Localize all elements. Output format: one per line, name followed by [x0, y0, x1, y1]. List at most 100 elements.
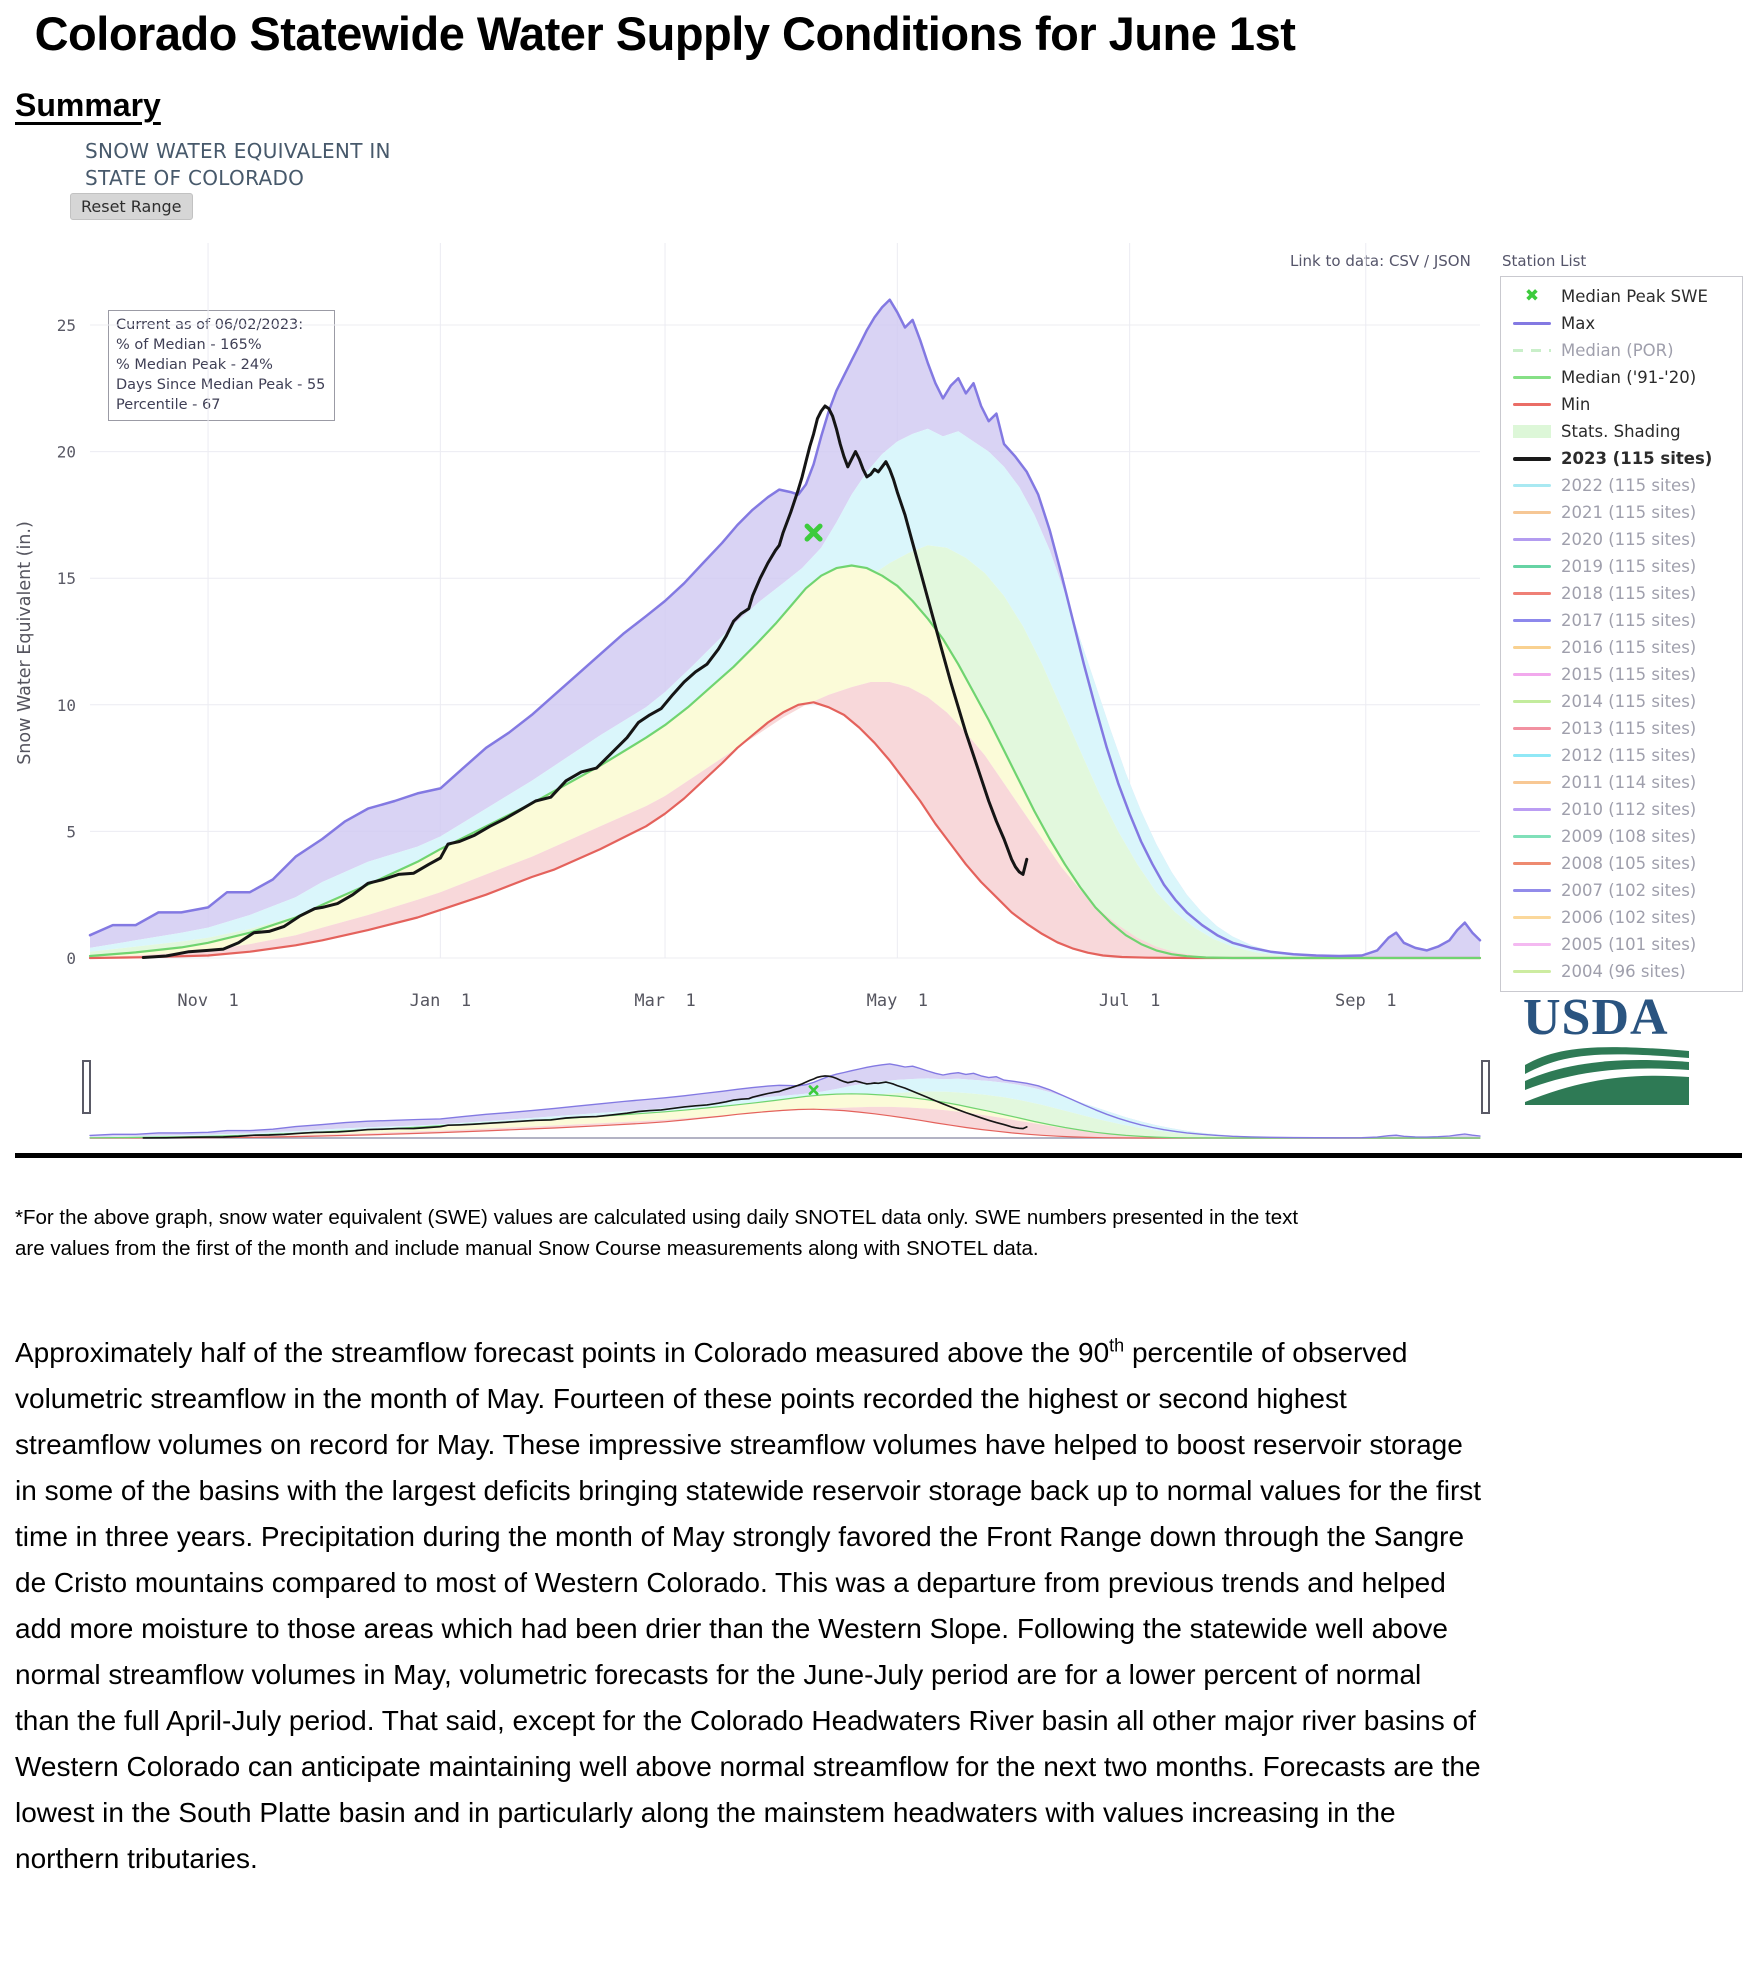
- svg-text:Nov 1: Nov 1: [177, 991, 238, 1011]
- legend-swatch-icon: [1511, 619, 1553, 622]
- navigator-left-handle[interactable]: [82, 1060, 91, 1114]
- x-marker-icon: ✖: [1524, 286, 1540, 306]
- legend-item-label: 2023 (115 sites): [1561, 449, 1713, 468]
- legend-item-label: Median ('91-'20): [1561, 368, 1697, 387]
- chart-footnote: *For the above graph, snow water equival…: [15, 1206, 1299, 1260]
- legend-item[interactable]: Median (POR): [1501, 337, 1742, 364]
- legend-item[interactable]: 2021 (115 sites): [1501, 499, 1742, 526]
- legend-item-label: Median (POR): [1561, 341, 1674, 360]
- legend-swatch-icon: [1511, 456, 1553, 461]
- ordinal-superscript: th: [1109, 1335, 1125, 1356]
- legend-item[interactable]: ✖ Median Peak SWE: [1501, 283, 1742, 310]
- usda-logo: USDA: [1523, 989, 1691, 1109]
- tooltip-line: % Median Peak - 24%: [116, 357, 273, 373]
- legend-item[interactable]: 2017 (115 sites): [1501, 607, 1742, 634]
- reset-range-button[interactable]: Reset Range: [70, 193, 193, 220]
- legend-item[interactable]: 2005 (101 sites): [1501, 931, 1742, 958]
- legend-item[interactable]: Max: [1501, 310, 1742, 337]
- tooltip-line: % of Median - 165%: [116, 337, 262, 353]
- legend-item[interactable]: 2008 (105 sites): [1501, 850, 1742, 877]
- section-divider: [15, 1153, 1742, 1158]
- svg-text:Mar 1: Mar 1: [634, 991, 695, 1011]
- legend-swatch-icon: [1511, 781, 1553, 784]
- legend-swatch-icon: [1511, 322, 1553, 325]
- legend-item-label: 2010 (112 sites): [1561, 800, 1697, 819]
- legend-item[interactable]: 2020 (115 sites): [1501, 526, 1742, 553]
- legend-item-label: 2013 (115 sites): [1561, 719, 1697, 738]
- link-separator: /: [1423, 252, 1430, 270]
- legend-item[interactable]: 2022 (115 sites): [1501, 472, 1742, 499]
- swe-main-plot[interactable]: 0 5 10 15 20 25 Nov 1 Jan 1 Mar 1 May 1 Jul 1 Sep 1…: [0, 213, 1500, 1023]
- legend-item[interactable]: Min: [1501, 391, 1742, 418]
- legend-item-label: 2012 (115 sites): [1561, 746, 1697, 765]
- legend-item[interactable]: 2015 (115 sites): [1501, 661, 1742, 688]
- legend-swatch-icon: [1511, 754, 1553, 757]
- svg-text:Snow Water Equivalent (in.): Snow Water Equivalent (in.): [15, 521, 35, 765]
- link-to-data: Link to data: CSV / JSON: [1290, 252, 1471, 270]
- range-navigator[interactable]: [0, 1028, 1500, 1153]
- usda-logo-text: USDA: [1523, 989, 1669, 1046]
- legend-swatch-icon: [1511, 889, 1553, 892]
- legend-swatch-icon: [1511, 943, 1553, 946]
- legend-item-label: Stats. Shading: [1561, 422, 1681, 441]
- legend-swatch-icon: [1511, 565, 1553, 568]
- tooltip-line: Percentile - 67: [116, 397, 221, 413]
- legend-item-label: 2007 (102 sites): [1561, 881, 1697, 900]
- legend-item-label: 2016 (115 sites): [1561, 638, 1697, 657]
- legend-swatch-icon: [1511, 349, 1553, 352]
- svg-text:Jul 1: Jul 1: [1099, 991, 1160, 1011]
- svg-text:May 1: May 1: [867, 991, 928, 1011]
- legend-item[interactable]: 2019 (115 sites): [1501, 553, 1742, 580]
- csv-link[interactable]: CSV: [1388, 252, 1420, 270]
- svg-text:0: 0: [66, 949, 76, 968]
- legend-item[interactable]: Stats. Shading: [1501, 418, 1742, 445]
- legend-item[interactable]: 2009 (108 sites): [1501, 823, 1742, 850]
- summary-paragraph: Approximately half of the streamflow for…: [15, 1330, 1483, 1882]
- svg-text:Jan 1: Jan 1: [410, 991, 471, 1011]
- json-link[interactable]: JSON: [1433, 252, 1471, 270]
- summary-heading: Summary: [15, 87, 161, 123]
- legend-item-label: 2011 (114 sites): [1561, 773, 1697, 792]
- legend-item[interactable]: 2014 (115 sites): [1501, 688, 1742, 715]
- legend-item[interactable]: 2007 (102 sites): [1501, 877, 1742, 904]
- legend-item[interactable]: 2023 (115 sites): [1501, 445, 1742, 472]
- legend-item[interactable]: 2010 (112 sites): [1501, 796, 1742, 823]
- summary-paragraph-part1: Approximately half of the streamflow for…: [15, 1337, 1110, 1368]
- legend-swatch-icon: [1511, 484, 1553, 487]
- legend-item-label: 2022 (115 sites): [1561, 476, 1697, 495]
- legend-item-label: 2020 (115 sites): [1561, 530, 1697, 549]
- legend-item[interactable]: 2004 (96 sites): [1501, 958, 1742, 985]
- legend-swatch-icon: [1511, 916, 1553, 919]
- chart-legend: ✖ Median Peak SWE Max Median (POR) Median ('…: [1500, 276, 1743, 992]
- svg-text:15: 15: [57, 569, 76, 588]
- navigator-right-handle[interactable]: [1481, 1060, 1490, 1114]
- legend-item-label: Median Peak SWE: [1561, 287, 1708, 306]
- legend-item[interactable]: 2013 (115 sites): [1501, 715, 1742, 742]
- legend-swatch-icon: [1511, 970, 1553, 973]
- legend-item-label: 2005 (101 sites): [1561, 935, 1697, 954]
- legend-item[interactable]: 2012 (115 sites): [1501, 742, 1742, 769]
- legend-item-label: 2004 (96 sites): [1561, 962, 1686, 981]
- legend-swatch-icon: [1511, 403, 1553, 406]
- legend-item-label: 2008 (105 sites): [1561, 854, 1697, 873]
- legend-item[interactable]: Median ('91-'20): [1501, 364, 1742, 391]
- legend-item-label: 2018 (115 sites): [1561, 584, 1697, 603]
- legend-item[interactable]: 2011 (114 sites): [1501, 769, 1742, 796]
- legend-swatch-icon: [1511, 646, 1553, 649]
- legend-swatch-icon: [1511, 673, 1553, 676]
- legend-swatch-icon: [1511, 727, 1553, 730]
- legend-swatch-icon: [1511, 808, 1553, 811]
- legend-item[interactable]: 2016 (115 sites): [1501, 634, 1742, 661]
- chart-title-line2: STATE OF COLORADO: [85, 166, 305, 190]
- svg-text:5: 5: [66, 822, 76, 841]
- station-list-button[interactable]: Station List: [1502, 252, 1587, 270]
- legend-swatch-icon: [1511, 700, 1553, 703]
- legend-item-label: 2017 (115 sites): [1561, 611, 1697, 630]
- page-title: Colorado Statewide Water Supply Conditio…: [34, 7, 1296, 60]
- legend-item[interactable]: 2018 (115 sites): [1501, 580, 1742, 607]
- legend-item[interactable]: 2006 (102 sites): [1501, 904, 1742, 931]
- legend-swatch-icon: [1511, 592, 1553, 595]
- chart-title-line1: SNOW WATER EQUIVALENT IN: [85, 139, 391, 163]
- legend-item-label: 2014 (115 sites): [1561, 692, 1697, 711]
